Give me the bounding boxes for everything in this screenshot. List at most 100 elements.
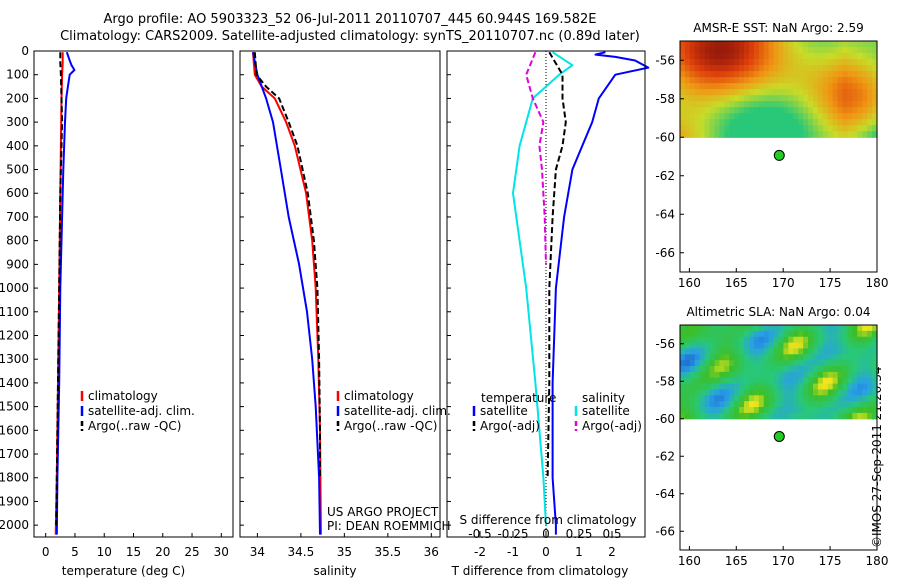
- sla-heatmap-cell: [847, 401, 853, 408]
- sst-heatmap-cell: [768, 101, 775, 108]
- sla-xtick-label: 175: [819, 554, 842, 568]
- depth-tick-label: 500: [6, 163, 29, 177]
- sla-heatmap-cell: [867, 366, 873, 373]
- sst-heatmap-cell: [803, 71, 809, 78]
- sst-heatmap-cell: [694, 77, 701, 84]
- sst-heatmap-cell: [768, 59, 775, 66]
- sla-heatmap-cell: [832, 412, 839, 420]
- sla-heatmap-cell: [739, 336, 745, 344]
- sla-heatmap-cell: [827, 366, 834, 373]
- sal-xtick-label: 34: [250, 545, 265, 559]
- sst-heatmap-cell: [680, 71, 686, 78]
- sdiff-line-satellite: [512, 51, 574, 526]
- sla-heatmap-cell: [872, 377, 878, 385]
- sla-heatmap-cell: [714, 383, 720, 391]
- sst-heatmap-cell: [729, 119, 735, 126]
- sst-heatmap-cell: [862, 77, 868, 84]
- temp-xlabel: temperature (deg C): [62, 564, 185, 578]
- sst-heatmap-cell: [822, 125, 829, 132]
- sst-heatmap-cell: [817, 83, 824, 90]
- sla-heatmap-cell: [817, 330, 824, 338]
- sst-heatmap-cell: [788, 107, 794, 114]
- temp-xtick-label: 30: [214, 545, 229, 559]
- sla-heatmap-cell: [729, 401, 735, 408]
- sla-heatmap-cell: [857, 330, 863, 338]
- sst-heatmap-cell: [857, 47, 863, 54]
- sst-heatmap-cell: [748, 119, 755, 126]
- sla-heatmap-cell: [862, 360, 868, 367]
- sla-heatmap-cell: [793, 342, 799, 350]
- sst-heatmap-cell: [680, 113, 686, 120]
- sla-heatmap-cell: [852, 371, 858, 379]
- sla-heatmap-cell: [719, 325, 725, 332]
- sla-heatmap-cell: [724, 371, 730, 379]
- sst-heatmap-cell: [734, 65, 740, 72]
- sla-heatmap-cell: [714, 360, 720, 367]
- sst-heatmap-cell: [852, 125, 858, 132]
- sla-heatmap-cell: [724, 389, 730, 396]
- sst-heatmap-cell: [768, 107, 775, 114]
- sla-heatmap-cell: [680, 371, 686, 379]
- sst-heatmap-cell: [689, 95, 696, 102]
- sst-heatmap-cell: [709, 101, 716, 108]
- sst-heatmap-cell: [729, 125, 735, 132]
- sla-heatmap-cell: [689, 366, 696, 373]
- sst-heatmap-cell: [817, 107, 824, 114]
- sla-heatmap-cell: [832, 348, 839, 355]
- sla-heatmap-cell: [753, 342, 760, 350]
- sla-heatmap-cell: [867, 348, 873, 355]
- sst-heatmap-cell: [704, 59, 711, 66]
- sst-heatmap-cell: [872, 59, 878, 66]
- sst-heatmap-cell: [773, 131, 780, 138]
- temp-legend-label: Argo(..raw -QC): [88, 419, 181, 433]
- sst-heatmap-cell: [714, 113, 720, 120]
- sst-heatmap-cell: [812, 77, 819, 84]
- sla-heatmap-cell: [847, 336, 853, 344]
- sst-heatmap-cell: [872, 113, 878, 120]
- sst-heatmap-cell: [862, 119, 868, 126]
- sal-xtick-label: 35.5: [374, 545, 401, 559]
- sla-heatmap-cell: [803, 366, 809, 373]
- sla-heatmap-cell: [783, 360, 789, 367]
- sal-legend-label: climatology: [344, 389, 414, 403]
- sst-heatmap-cell: [773, 89, 780, 96]
- sst-heatmap-cell: [798, 65, 804, 72]
- sst-heatmap-cell: [763, 65, 770, 72]
- sst-heatmap-cell: [778, 53, 785, 60]
- sst-heatmap-cell: [827, 89, 834, 96]
- sla-heatmap-cell: [739, 366, 745, 373]
- sla-heatmap-cell: [684, 360, 691, 367]
- sst-heatmap-cell: [788, 101, 794, 108]
- sla-heatmap-cell: [827, 395, 834, 402]
- sla-heatmap-cell: [714, 348, 720, 355]
- sla-heatmap-cell: [847, 395, 853, 402]
- sla-heatmap-cell: [862, 377, 868, 385]
- sla-heatmap-cell: [798, 412, 804, 420]
- sst-heatmap-cell: [709, 119, 716, 126]
- sst-heatmap-cell: [763, 47, 770, 54]
- sst-heatmap-cell: [694, 113, 701, 120]
- sst-heatmap-cell: [778, 89, 785, 96]
- sla-heatmap-cell: [812, 342, 819, 350]
- sst-heatmap-cell: [689, 53, 696, 60]
- sst-heatmap-cell: [729, 89, 735, 96]
- tdiff-line-argoadj: [546, 51, 567, 478]
- sst-heatmap-cell: [684, 131, 691, 138]
- sst-heatmap-cell: [857, 131, 863, 138]
- sla-heatmap-cell: [763, 348, 770, 355]
- sla-heatmap-cell: [689, 383, 696, 391]
- sst-heatmap-cell: [793, 65, 799, 72]
- sst-heatmap-cell: [783, 83, 789, 90]
- sst-heatmap-cell: [778, 113, 785, 120]
- sla-heatmap-cell: [734, 383, 740, 391]
- sla-heatmap-cell: [719, 401, 725, 408]
- tdiff-xtick-label: 1: [575, 545, 583, 559]
- sst-heatmap-cell: [773, 53, 780, 60]
- sst-heatmap-cell: [783, 125, 789, 132]
- sst-heatmap-cell: [778, 59, 785, 66]
- sla-heatmap-cell: [680, 354, 686, 361]
- sst-heatmap-cell: [689, 41, 696, 48]
- sla-heatmap-cell: [837, 360, 844, 367]
- sst-heatmap-cell: [753, 119, 760, 126]
- sla-ytick-label: -56: [655, 337, 675, 351]
